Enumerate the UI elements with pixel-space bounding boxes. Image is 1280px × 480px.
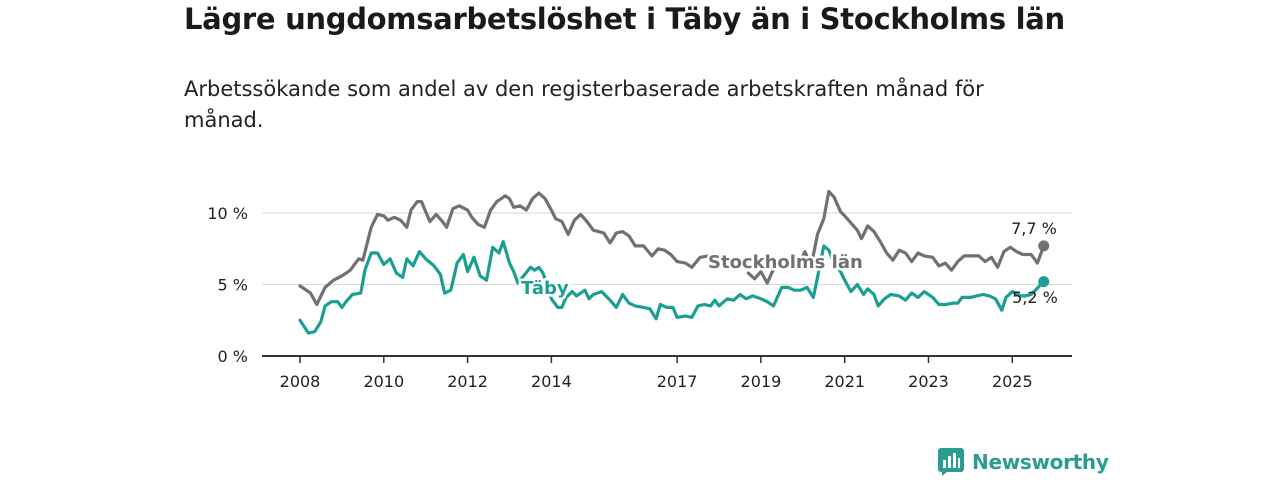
x-tick-label: 2023 <box>908 372 949 391</box>
series-line-0 <box>298 191 711 307</box>
series-lines <box>298 189 1050 335</box>
y-tick-label: 0 % <box>218 347 248 366</box>
x-tick-label: 2017 <box>657 372 698 391</box>
series-label-taby-halo: Täby <box>521 278 569 299</box>
x-tick-label: 2021 <box>824 372 865 391</box>
brand-name: Newsworthy <box>972 450 1109 474</box>
y-tick-label: 5 % <box>218 276 248 295</box>
end-label-stockholm: 7,7 % <box>1011 219 1057 238</box>
x-tick-label: 2019 <box>741 372 782 391</box>
series-label-stockholm: Stockholms län <box>708 252 863 273</box>
x-tick-label: 2025 <box>992 372 1033 391</box>
chart-title: Lägre ungdomsarbetslöshet i Täby än i St… <box>184 2 1065 36</box>
newsworthy-logo[interactable]: Newsworthy <box>938 448 1109 476</box>
end-point-marker <box>1038 276 1050 288</box>
end-label-taby: 5,2 % <box>1012 288 1058 307</box>
series-line-1 <box>298 240 1046 335</box>
x-tick-label: 2008 <box>280 372 321 391</box>
axes: 0 % 5 % 10 % 2008 2010 2012 2014 2017 2019 2021 20… <box>207 204 1072 391</box>
end-point-marker <box>1038 240 1050 252</box>
gridlines <box>262 212 1072 285</box>
series-line-0 <box>746 189 1046 285</box>
bar-chart-logo-icon <box>938 448 964 476</box>
y-tick-label: 10 % <box>207 204 248 223</box>
chart-subtitle: Arbetssökande som andel av den registerb… <box>184 77 984 132</box>
x-tick-label: 2010 <box>363 372 404 391</box>
series-label-stockholm-halo: Stockholms län <box>708 252 863 273</box>
series-label-taby: Täby <box>521 278 569 299</box>
line-chart: 0 % 5 % 10 % 2008 2010 2012 2014 2017 2019 2021 20… <box>207 189 1072 391</box>
x-tick-label: 2014 <box>531 372 572 391</box>
x-tick-label: 2012 <box>447 372 488 391</box>
